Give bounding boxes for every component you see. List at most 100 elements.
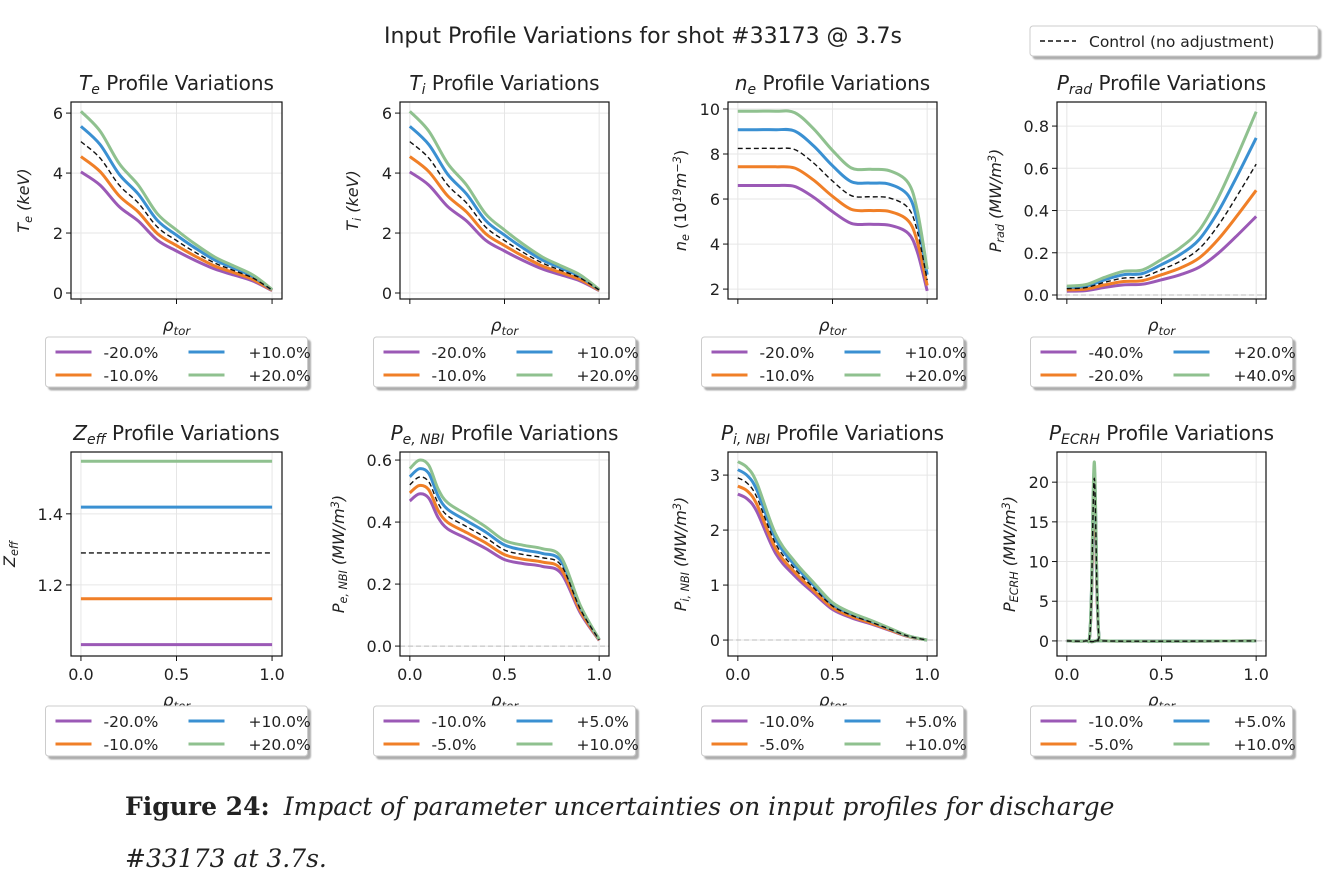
y-tick-label: 0 [53, 284, 63, 303]
label-segment: Profile Variations [1100, 421, 1274, 445]
y-axis-label: Prad (MW/m3) [986, 149, 1007, 253]
control-line [1066, 163, 1257, 290]
label-segment: Z [0, 555, 19, 568]
y-axis-label: PECRH (MW/m3) [1000, 496, 1021, 612]
label-segment: ρ [163, 691, 174, 711]
legend-label: -10.0% [760, 713, 815, 731]
label-segment: rad [1069, 82, 1092, 98]
label-segment: e, NBI [337, 570, 350, 603]
label-segment: 3 [1000, 502, 1013, 509]
label-segment: ρ [819, 316, 830, 336]
label-segment: n [671, 241, 690, 251]
label-segment: P [329, 603, 348, 613]
series-line--10.0% [79, 155, 273, 292]
legend-label: -5.0% [760, 736, 805, 754]
legend-label: +20.0% [249, 736, 311, 754]
x-tick-label: 0.0 [68, 665, 93, 684]
series-line-+40.0% [1066, 111, 1258, 288]
series-lines [79, 110, 274, 292]
legend: -10.0% -5.0% +5.0% +10.0% [701, 705, 967, 757]
series-line-+10.0% [737, 127, 929, 275]
label-segment: (10 [671, 202, 690, 234]
x-tick-label: 0.5 [820, 665, 845, 684]
legend-label: +10.0% [249, 713, 311, 731]
legend-label: -10.0% [432, 713, 487, 731]
subplot-title: PECRH Profile Variations [1049, 421, 1274, 448]
control-legend: Control (no adjustment) [1029, 25, 1319, 57]
series-line--20.0% [80, 170, 273, 292]
y-tick-label: 0.2 [367, 575, 392, 594]
subplot-title: ne Profile Variations [735, 71, 930, 98]
y-tick-label: 20 [1029, 473, 1049, 492]
legend-label: +10.0% [905, 344, 967, 362]
legend: -20.0% -10.0% +10.0% +20.0% [45, 705, 311, 757]
legend-label: -10.0% [104, 367, 159, 385]
x-axis-label: ρtor [1148, 316, 1177, 338]
legend-label: -20.0% [432, 344, 487, 362]
y-tick-label: 4 [382, 164, 392, 183]
y-tick-label: 1.4 [38, 505, 63, 524]
y-axis-label: ne (1019m−3) [671, 150, 692, 251]
label-segment: eff [87, 432, 108, 448]
series-line--20.0% [737, 183, 929, 292]
label-segment: ρ [163, 316, 174, 336]
label-segment: i [422, 82, 426, 98]
label-segment: ) [671, 150, 690, 156]
label-segment: i, NBI [679, 572, 692, 602]
label-segment: Profile Variations [770, 421, 944, 445]
x-tick-label: 0.0 [1054, 665, 1079, 684]
x-tick-label: 1.0 [1243, 665, 1268, 684]
legend: -20.0% -10.0% +10.0% +20.0% [373, 336, 639, 388]
series-line--10.0% [737, 165, 929, 286]
control-line [409, 476, 600, 641]
label-segment: 3 [986, 155, 999, 162]
label-segment: e [679, 234, 692, 241]
label-segment: 3 [671, 503, 684, 510]
control-line [737, 147, 928, 281]
control-line [80, 141, 273, 291]
series-line-+10.0% [408, 125, 601, 291]
caption-text-2: #33173 at 3.7s. [125, 844, 327, 873]
y-tick-label: 0.4 [1024, 202, 1049, 221]
legend-label: -10.0% [760, 367, 815, 385]
y-axis-label: Pe, NBI (MW/m3) [329, 495, 350, 613]
series-line--40.0% [1066, 215, 1258, 293]
label-segment: ρ [491, 691, 502, 711]
series-line-+20.0% [79, 110, 274, 291]
suptitle: Input Profile Variations for shot #33173… [384, 24, 902, 49]
y-axis-label: Zeff [0, 539, 21, 568]
series-line-+20.0% [1066, 137, 1258, 289]
label-segment: P [1000, 602, 1019, 612]
x-tick-label: 0.0 [397, 665, 422, 684]
label-segment: tor [829, 324, 847, 338]
label-segment: P [391, 421, 404, 445]
y-tick-label: 0.0 [1024, 286, 1049, 305]
y-tick-label: 3 [710, 466, 720, 485]
label-segment: tor [173, 324, 191, 338]
label-segment: (MW/m [329, 508, 348, 570]
label-segment: T [409, 71, 423, 95]
y-tick-label: 6 [53, 104, 63, 123]
x-tick-label: 0.5 [1149, 665, 1174, 684]
x-axis-label: ρtor [491, 316, 520, 338]
label-segment: ) [329, 495, 348, 502]
x-tick-label: 1.0 [586, 665, 611, 684]
label-segment: n [735, 71, 748, 95]
legend-box [45, 336, 308, 388]
control-legend-box [1029, 25, 1319, 57]
label-segment: tor [501, 324, 519, 338]
legend-box [373, 336, 636, 388]
subplot-6: 0.0 0.5 1.0 0.0 0.2 0.4 0.6 Pe, NBI Profile Var… [329, 421, 639, 757]
legend-label: -40.0% [1089, 344, 1144, 362]
series-lines [737, 460, 928, 642]
y-tick-label: 2 [53, 224, 63, 243]
label-segment: i, NBI [733, 432, 770, 448]
legend-box [373, 705, 636, 757]
label-segment: ρ [1148, 316, 1159, 336]
y-tick-label: 1.2 [38, 576, 63, 595]
x-axis-label: ρtor [163, 316, 192, 338]
label-segment: −3 [671, 156, 684, 173]
y-tick-label: 10 [1029, 553, 1049, 572]
